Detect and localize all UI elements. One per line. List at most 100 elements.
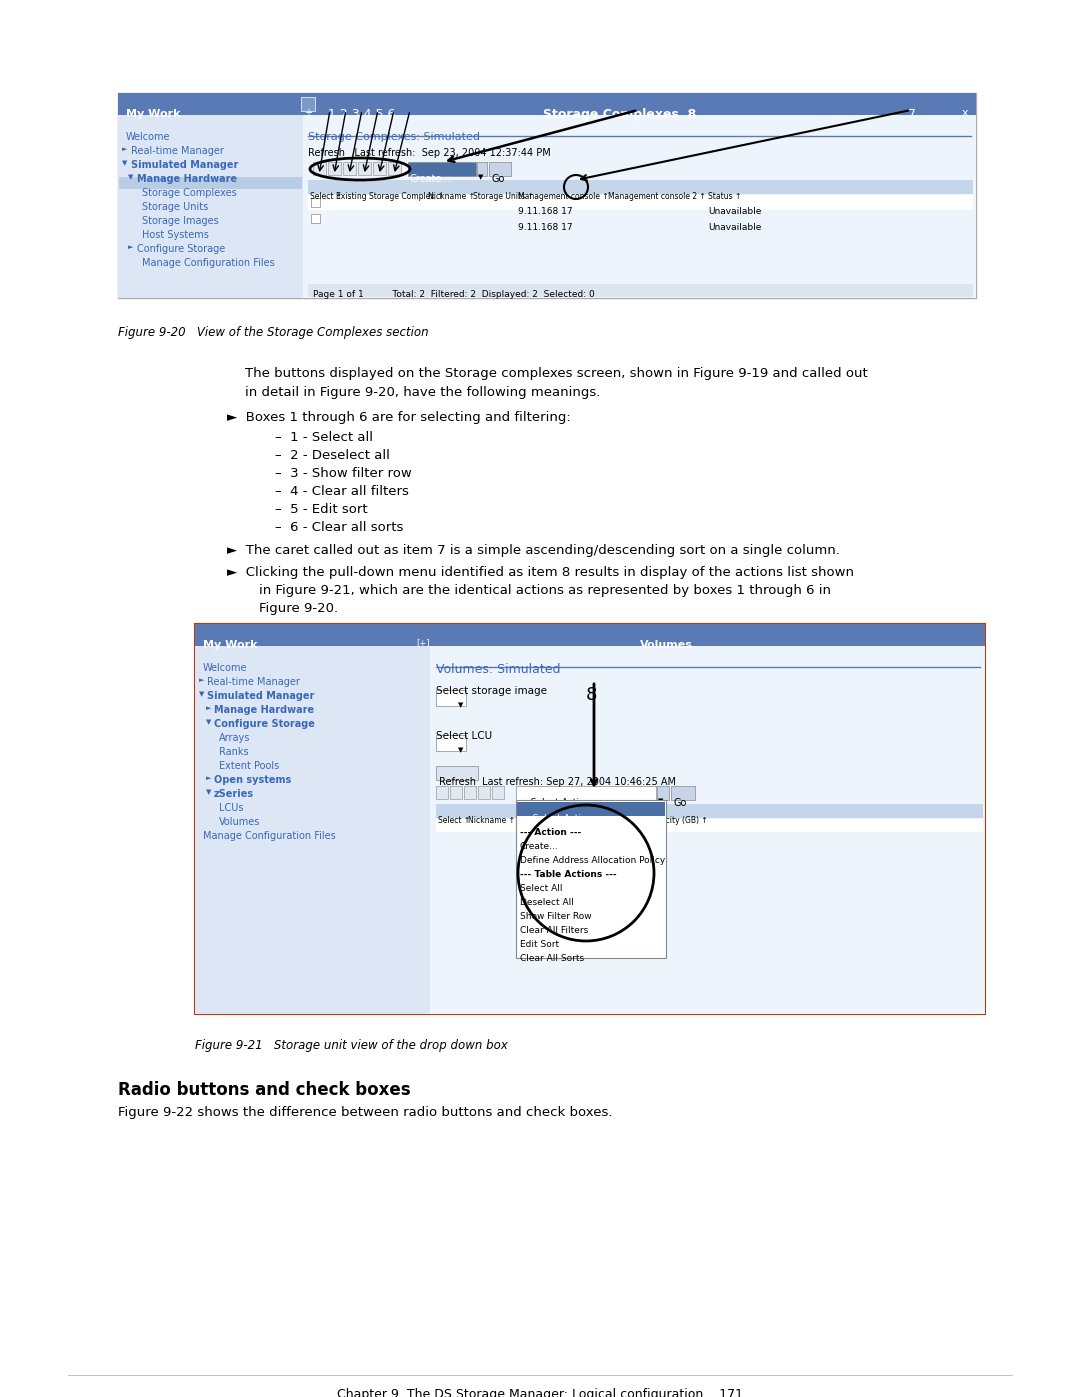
Text: Clear All Sorts: Clear All Sorts	[519, 954, 584, 963]
Text: Figure 9-22 shows the difference between radio buttons and check boxes.: Figure 9-22 shows the difference between…	[118, 1106, 612, 1119]
Text: ►  Clicking the pull-down menu identified as item 8 results in display of the ac: ► Clicking the pull-down menu identified…	[227, 566, 854, 578]
Text: ▼: ▼	[478, 175, 484, 180]
Bar	[436, 690, 465, 705]
Bar	[430, 645, 985, 1014]
Text: Storage Complexes: Simulated: Storage Complexes: Simulated	[308, 131, 480, 142]
Text: --- Select Action ---: --- Select Action ---	[518, 798, 603, 807]
Text: Show Filter Row: Show Filter Row	[519, 912, 592, 921]
Text: –  1 - Select all: – 1 - Select all	[275, 432, 373, 444]
Bar	[195, 624, 985, 645]
Text: 9.11.168 17: 9.11.168 17	[518, 224, 572, 232]
Bar	[436, 735, 465, 752]
Text: Unavailable: Unavailable	[708, 207, 761, 217]
Bar	[436, 805, 983, 819]
Text: Existing Storage Complex ↑: Existing Storage Complex ↑	[336, 191, 444, 201]
Bar	[195, 645, 430, 1014]
Bar	[436, 787, 448, 799]
Text: ▼: ▼	[129, 175, 133, 180]
Text: 1 2 3 4 5 6: 1 2 3 4 5 6	[328, 108, 395, 122]
Text: Create...: Create...	[519, 842, 558, 851]
Text: Simulated Manager: Simulated Manager	[207, 692, 314, 701]
Text: Go: Go	[673, 798, 687, 807]
Text: Volumes: Volumes	[219, 817, 260, 827]
Text: Figure 9-20   View of the Storage Complexes section: Figure 9-20 View of the Storage Complexe…	[118, 326, 429, 339]
Text: in detail in Figure 9-20, have the following meanings.: in detail in Figure 9-20, have the follo…	[245, 386, 600, 400]
Text: Select ↑: Select ↑	[438, 816, 470, 826]
Bar	[195, 624, 985, 1014]
Bar	[118, 94, 976, 298]
Bar	[478, 787, 490, 799]
Text: Management console 2 ↑: Management console 2 ↑	[608, 191, 706, 201]
Text: Clear All Filters: Clear All Filters	[519, 926, 589, 935]
Text: ▼: ▼	[206, 719, 212, 725]
Text: Host Systems: Host Systems	[141, 231, 208, 240]
Bar	[308, 196, 973, 210]
Text: ▼: ▼	[458, 703, 463, 708]
Bar	[311, 214, 320, 224]
Bar	[373, 162, 386, 175]
Bar	[464, 787, 476, 799]
Text: Simulated Manager: Simulated Manager	[131, 161, 239, 170]
Text: +: +	[303, 108, 312, 117]
Bar	[308, 211, 973, 226]
Text: My Work: My Work	[126, 109, 180, 119]
Text: Open systems: Open systems	[214, 775, 292, 785]
Text: Configure Storage: Configure Storage	[214, 719, 315, 729]
Text: ▼: ▼	[658, 798, 663, 805]
Text: --- Table Actions ---: --- Table Actions ---	[519, 870, 617, 879]
Text: ►: ►	[206, 705, 212, 711]
Bar	[313, 162, 326, 175]
Text: --- Select Action ---: --- Select Action ---	[519, 814, 605, 823]
Text: ▼: ▼	[122, 161, 127, 166]
Bar	[517, 802, 665, 816]
Text: Total:: Total:	[526, 828, 550, 838]
Text: Go: Go	[491, 175, 504, 184]
Text: Storage Units: Storage Units	[141, 203, 208, 212]
Text: Storage Complexes  8: Storage Complexes 8	[543, 108, 697, 122]
Text: x: x	[962, 108, 969, 117]
Text: Figure 9-21   Storage unit view of the drop down box: Figure 9-21 Storage unit view of the dro…	[195, 1039, 508, 1052]
Text: Num ↑: Num ↑	[536, 816, 563, 826]
Text: in Figure 9-21, which are the identical actions as represented by boxes 1 throug: in Figure 9-21, which are the identical …	[259, 584, 831, 597]
Text: Figure 9-20.: Figure 9-20.	[259, 602, 338, 615]
Text: 8: 8	[586, 686, 597, 704]
Text: [+]: [+]	[416, 638, 430, 647]
Text: ►  Boxes 1 through 6 are for selecting and filtering:: ► Boxes 1 through 6 are for selecting an…	[227, 411, 570, 425]
Text: Edit Sort: Edit Sort	[519, 940, 559, 949]
Text: Configure Storage: Configure Storage	[137, 244, 226, 254]
Bar	[408, 162, 476, 176]
Bar	[118, 94, 976, 115]
Text: Manage Configuration Files: Manage Configuration Files	[141, 258, 274, 268]
Text: Manage Hardware: Manage Hardware	[214, 705, 314, 715]
Text: ▼: ▼	[458, 747, 463, 753]
Bar	[388, 162, 401, 175]
Bar	[516, 787, 656, 800]
Text: ►: ►	[122, 147, 127, 152]
Bar	[343, 162, 356, 175]
Text: –  6 - Clear all sorts: – 6 - Clear all sorts	[275, 521, 403, 534]
Bar	[308, 180, 973, 194]
Text: Manage Configuration Files: Manage Configuration Files	[203, 831, 336, 841]
Text: Storage Images: Storage Images	[141, 217, 219, 226]
Bar	[311, 198, 320, 207]
Bar	[489, 162, 511, 176]
Text: Select LCU: Select LCU	[436, 731, 492, 740]
Text: Status ↑: Status ↑	[708, 191, 741, 201]
Text: Welcome: Welcome	[126, 131, 171, 142]
Text: Storage Units ↑: Storage Units ↑	[473, 191, 534, 201]
Bar	[657, 787, 669, 800]
Text: Ranks: Ranks	[219, 747, 248, 757]
Bar	[516, 800, 666, 958]
Text: –  4 - Clear all filters: – 4 - Clear all filters	[275, 485, 409, 497]
Text: 7: 7	[908, 108, 916, 122]
Text: Select storage image: Select storage image	[436, 686, 546, 696]
Bar	[492, 787, 504, 799]
Text: Last refresh: Sep 27, 2004 10:46:25 AM: Last refresh: Sep 27, 2004 10:46:25 AM	[482, 777, 676, 787]
Text: Refresh   Last refresh:  Sep 23, 2004 12:37:44 PM: Refresh Last refresh: Sep 23, 2004 12:37…	[308, 148, 551, 158]
Text: Deselect All: Deselect All	[519, 898, 573, 907]
Text: Unavailable: Unavailable	[708, 224, 761, 232]
Text: ▼: ▼	[206, 789, 212, 795]
Text: ►  The caret called out as item 7 is a simple ascending/descending sort on a sin: ► The caret called out as item 7 is a si…	[227, 543, 840, 557]
Text: --- Action ---: --- Action ---	[519, 828, 581, 837]
Text: Welcome: Welcome	[203, 664, 247, 673]
